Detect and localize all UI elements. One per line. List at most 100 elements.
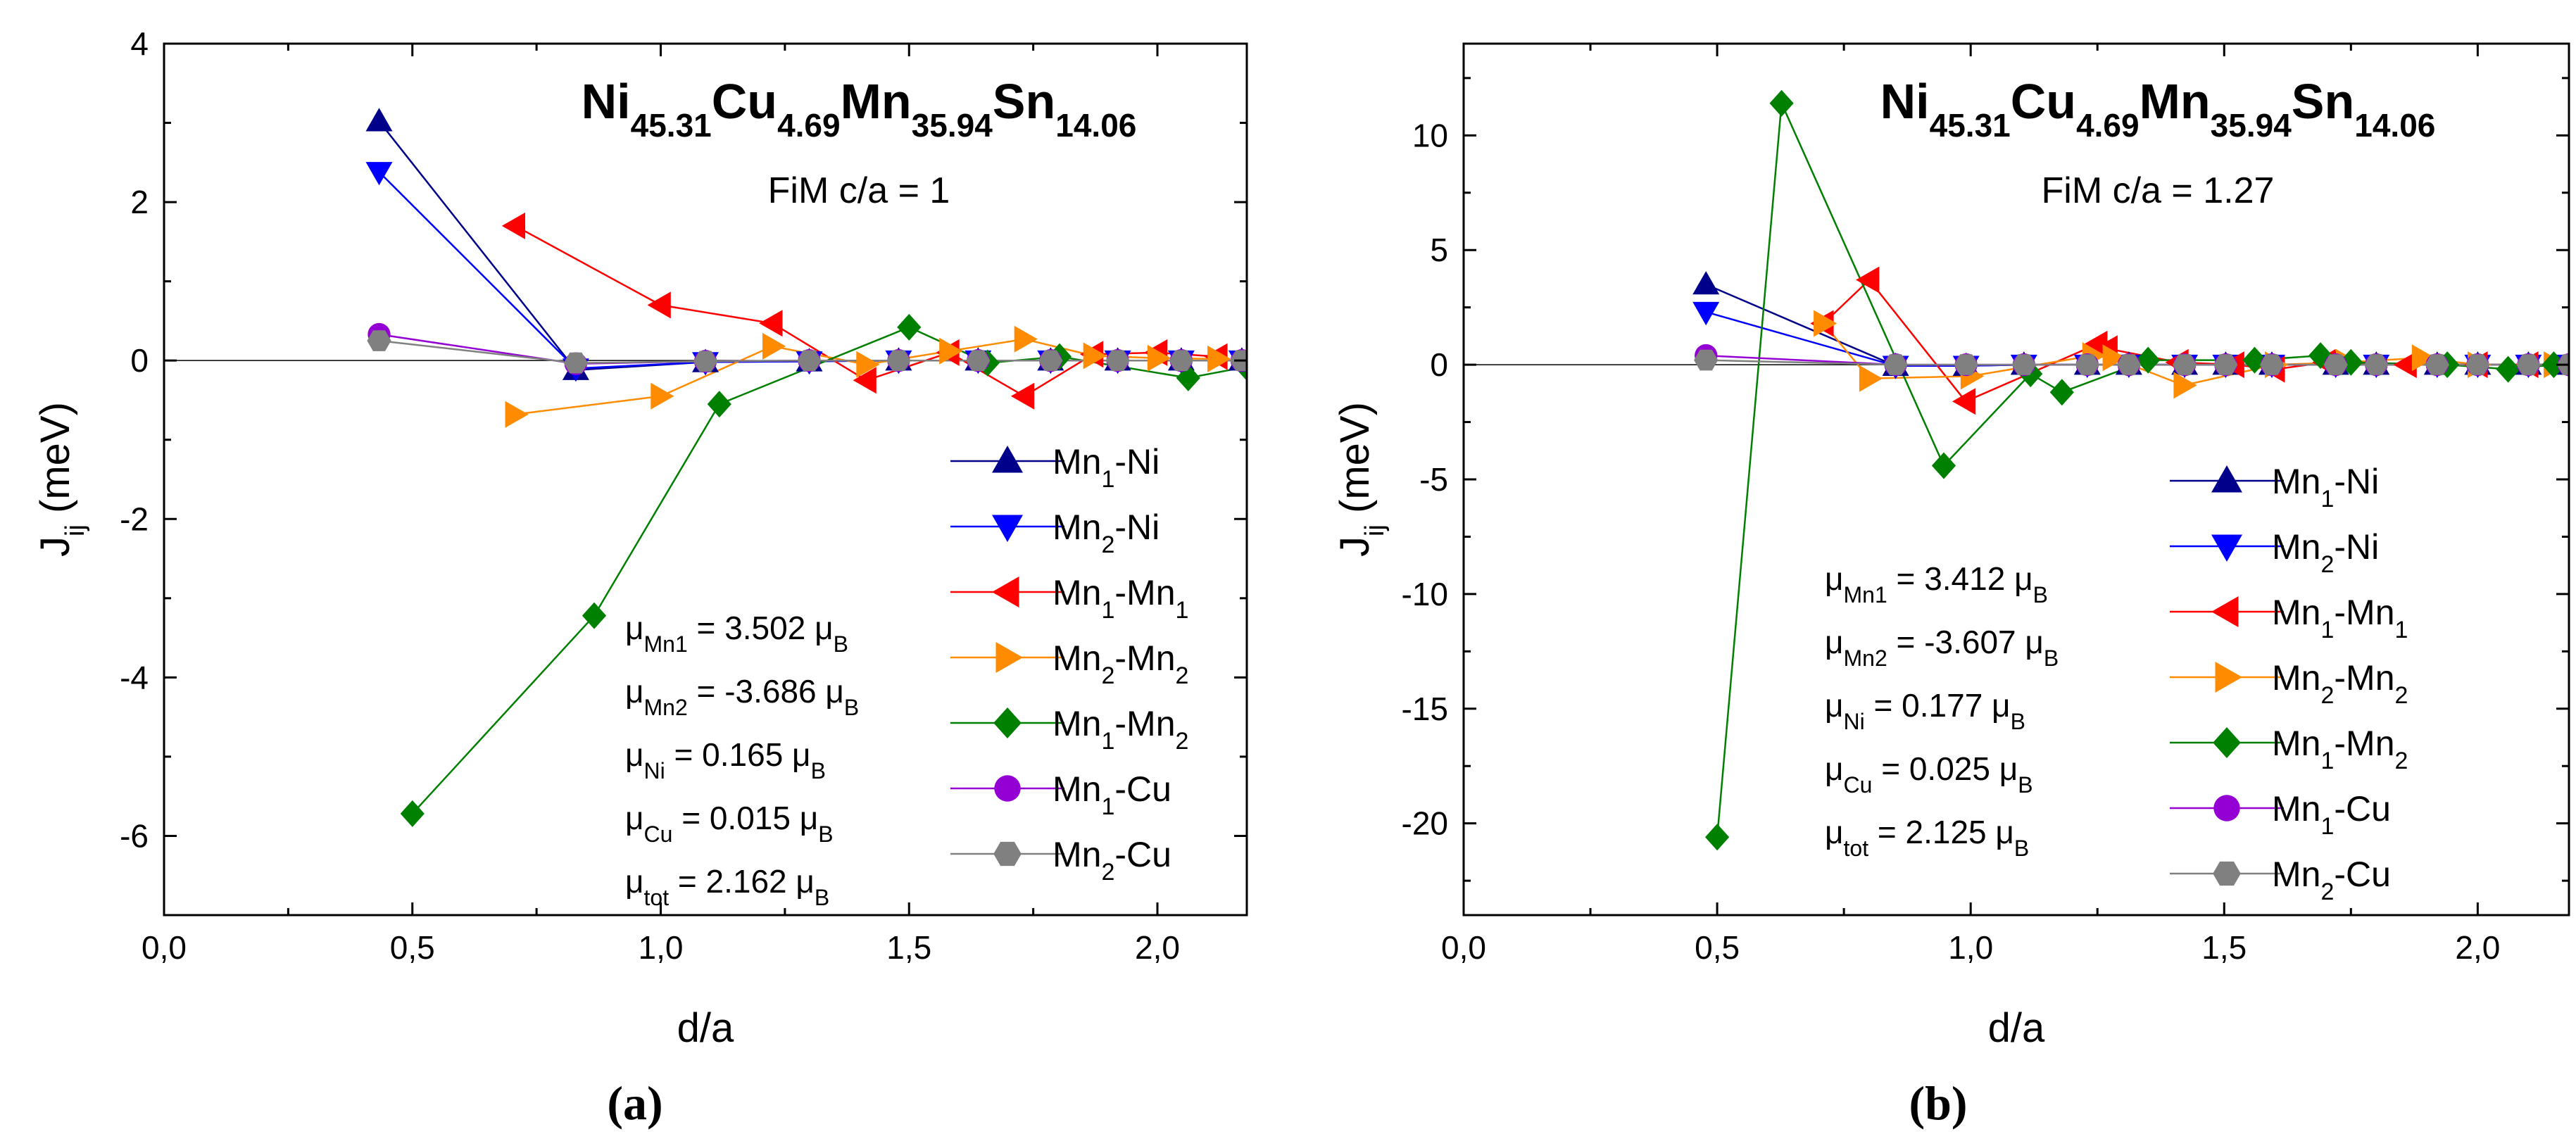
legend-marker-mn1-cu xyxy=(994,775,1021,802)
x-axis-label: d/a xyxy=(1988,1005,2045,1051)
chart-title: Ni45.31Cu4.69Mn35.94Sn14.06 xyxy=(1880,74,2436,144)
point-mn1-mn1-3 xyxy=(853,367,877,394)
chart-subtitle: FiM c/a = 1.27 xyxy=(2042,170,2275,211)
x-tick-label: 1,0 xyxy=(1948,929,1993,966)
plot-area xyxy=(365,108,1247,827)
point-mn2-mn2-8 xyxy=(2411,344,2436,372)
y-tick-label: 2 xyxy=(130,184,149,220)
moment-tot: μtot = 2.125 μB xyxy=(1825,814,2029,861)
legend-label-mn2-cu: Mn2-Cu xyxy=(2272,855,2391,905)
point-mn2-cu-2 xyxy=(1954,354,1978,375)
point-mn2-cu-0 xyxy=(1694,349,1719,371)
point-mn2-mn2-6 xyxy=(1083,342,1107,370)
point-mn1-mn1-5 xyxy=(1010,382,1035,410)
plot-area xyxy=(1692,89,2569,851)
point-mn2-mn2-4 xyxy=(939,337,963,365)
legend-label-mn1-mn1: Mn1-Mn1 xyxy=(1053,573,1188,624)
point-mn1-ni-0 xyxy=(1692,271,1720,295)
y-tick-label: -20 xyxy=(1402,805,1448,842)
x-tick-label: 0,0 xyxy=(1441,929,1486,966)
point-mn2-mn2-5 xyxy=(1014,325,1038,353)
point-mn1-mn2-0 xyxy=(1705,824,1730,851)
x-axis-label: d/a xyxy=(677,1005,734,1051)
point-mn2-mn2-1 xyxy=(1859,365,1883,392)
x-tick-label: 1,5 xyxy=(2201,929,2247,966)
point-mn2-cu-8 xyxy=(2259,354,2285,375)
point-mn2-cu-6 xyxy=(2173,354,2197,375)
legend-label-mn1-cu: Mn1-Cu xyxy=(2272,789,2391,840)
point-mn2-mn2-0 xyxy=(1814,310,1837,337)
legend-marker-mn2-cu xyxy=(993,841,1022,867)
point-mn1-mn1-2 xyxy=(759,310,783,337)
axes-frame xyxy=(163,42,1248,917)
point-mn2-mn2-1 xyxy=(651,382,674,410)
point-mn2-cu-1 xyxy=(563,352,588,374)
point-mn1-mn1-2 xyxy=(1952,388,1976,415)
legend-label-mn1-ni: Mn1-Ni xyxy=(1053,442,1160,493)
series-line-mn1-ni xyxy=(378,120,1242,371)
panel-b: 0,0 0,5 1,0 1,5 2,0 10 5 0 -5 -10 -15 -20 d/a Jij (me… xyxy=(1332,42,2570,1051)
moment-cu: μCu = 0.015 μB xyxy=(625,800,834,847)
y-axis-label: Jij (meV) xyxy=(1332,402,1390,557)
point-mn2-cu-2 xyxy=(693,351,718,372)
point-mn1-mn2-0 xyxy=(400,800,425,827)
point-mn2-cu-5 xyxy=(2116,354,2141,375)
point-mn1-mn1-0 xyxy=(501,212,525,239)
point-mn2-ni-0 xyxy=(1692,301,1720,326)
point-mn2-cu-1 xyxy=(1883,354,1908,375)
series-line-mn1-mn2 xyxy=(1716,99,2554,838)
legend-label-mn2-mn2: Mn2-Mn2 xyxy=(1053,638,1188,689)
legend-label-mn2-cu: Mn2-Cu xyxy=(1053,835,1171,886)
point-mn2-mn2-3 xyxy=(856,351,880,378)
point-mn1-mn2-6 xyxy=(2242,346,2267,374)
legend-marker-mn2-mn2 xyxy=(995,642,1023,673)
x-tick-label: 1,0 xyxy=(639,929,684,966)
panel-label-a: (a) xyxy=(607,1076,662,1130)
y-tick-label: -10 xyxy=(1402,576,1448,612)
moment-mn1: μMn1 = 3.502 μB xyxy=(625,610,848,657)
legend: Mn1-Ni Mn2-Ni Mn1-Mn1 Mn2-Mn2 Mn1-Mn2 Mn1-Cu M… xyxy=(950,442,1188,886)
legend-marker-mn1-mn1 xyxy=(2211,596,2239,627)
legend-marker-mn1-mn2 xyxy=(993,707,1022,738)
point-mn1-mn2-2 xyxy=(1931,452,1956,479)
point-mn2-cu-7 xyxy=(2213,354,2238,375)
moment-ni: μNi = 0.177 μB xyxy=(1825,687,2025,734)
x-tick-label: 0,5 xyxy=(390,929,435,966)
point-mn1-mn2-1 xyxy=(582,602,607,629)
y-tick-label: -4 xyxy=(120,659,149,695)
magnetic-moments: μMn1 = 3.412 μB μMn2 = -3.607 μB μNi = 0.1… xyxy=(1825,560,2059,861)
legend-marker-mn2-ni xyxy=(2211,534,2242,562)
point-mn1-mn2-4 xyxy=(2049,379,2074,406)
point-mn2-mn2-4 xyxy=(2102,344,2126,372)
legend-marker-mn1-ni xyxy=(992,446,1023,473)
point-mn2-cu-3 xyxy=(2011,354,2036,375)
point-mn1-mn2-3 xyxy=(897,313,922,341)
legend-label-mn1-cu: Mn1-Cu xyxy=(1053,769,1171,820)
panel-label-b: (b) xyxy=(1909,1076,1967,1130)
chart-title: Ni45.31Cu4.69Mn35.94Sn14.06 xyxy=(582,74,1137,144)
legend-label-mn2-ni: Mn2-Ni xyxy=(2272,527,2379,578)
y-tick-label: 10 xyxy=(1412,117,1448,153)
legend-marker-mn1-mn2 xyxy=(2213,727,2241,758)
panel-a: 0,0 0,5 1,0 1,5 2,0 4 2 0 -2 -4 -6 d/a Jij (meV) Ni45… xyxy=(32,25,1248,1051)
legend-label-mn2-mn2: Mn2-Mn2 xyxy=(2272,658,2408,709)
x-tick-label: 2,0 xyxy=(1135,929,1180,966)
y-tick-label: 5 xyxy=(1430,232,1448,268)
y-tick-label: 0 xyxy=(130,342,149,379)
point-mn2-cu-12 xyxy=(2465,354,2490,375)
point-mn2-cu-10 xyxy=(2364,354,2389,375)
point-mn2-cu-9 xyxy=(2323,354,2348,375)
point-mn1-mn2-2 xyxy=(707,391,731,418)
moment-cu: μCu = 0.025 μB xyxy=(1825,750,2033,798)
moment-mn2: μMn2 = -3.686 μB xyxy=(625,673,859,720)
legend-label-mn1-ni: Mn1-Ni xyxy=(2272,462,2379,512)
point-mn2-cu-4 xyxy=(2075,354,2099,375)
x-tick-label: 0,0 xyxy=(142,929,187,966)
y-tick-label: -5 xyxy=(1419,461,1448,498)
point-mn2-cu-8 xyxy=(1169,350,1193,371)
legend-label-mn1-mn1: Mn1-Mn1 xyxy=(2272,593,2408,643)
legend-marker-mn1-ni xyxy=(2211,465,2242,493)
y-tick-label: 0 xyxy=(1430,346,1448,383)
point-mn2-cu-7 xyxy=(1105,350,1130,371)
point-mn2-cu-0 xyxy=(367,330,391,351)
